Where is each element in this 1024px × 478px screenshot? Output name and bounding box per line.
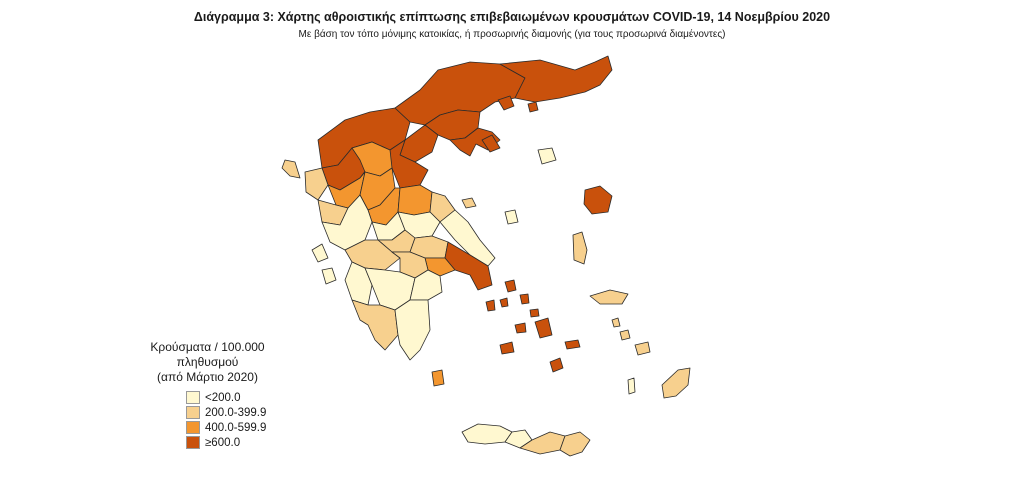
region-mykonos <box>529 308 540 318</box>
region-sporades <box>461 197 477 209</box>
region-zakynthos <box>321 267 337 285</box>
region-lesvos <box>583 185 613 215</box>
region-athos <box>481 134 501 153</box>
region-laconia <box>394 299 431 361</box>
region-thasos <box>497 95 515 111</box>
region-chania <box>461 423 513 445</box>
region-chios <box>572 231 588 265</box>
region-thesprotia <box>304 167 329 201</box>
region-kalymnos <box>619 329 631 341</box>
legend-swatch-class-1 <box>186 391 200 404</box>
legend-label-class-4: ≥600.0 <box>205 436 241 449</box>
legend-item: 400.0-599.9 <box>186 420 295 435</box>
region-evia <box>439 209 496 267</box>
legend-label-class-3: 400.0-599.9 <box>205 421 267 434</box>
region-messinia <box>351 299 399 351</box>
legend-items: <200.0 200.0-399.9 400.0-599.9 ≥600.0 <box>186 390 295 450</box>
region-corfu <box>281 159 301 179</box>
region-samothraki <box>527 101 539 113</box>
region-syros <box>499 297 509 308</box>
legend-item: 200.0-399.9 <box>186 405 295 420</box>
region-kefalonia <box>311 243 329 263</box>
region-skyros <box>504 209 519 225</box>
region-naxos <box>534 317 553 339</box>
region-milos <box>499 341 515 355</box>
region-kos <box>634 341 651 356</box>
legend-swatch-class-2 <box>186 406 200 419</box>
legend-item: <200.0 <box>186 390 295 405</box>
legend-subtitle: (από Μάρτιο 2020) <box>157 370 258 384</box>
region-leros <box>611 317 621 328</box>
region-andros <box>504 279 517 293</box>
region-kea <box>485 299 496 312</box>
region-paros <box>514 322 527 334</box>
legend-swatch-class-3 <box>186 421 200 434</box>
region-karpathos <box>627 377 636 395</box>
map-subtitle: Με βάση τον τόπο μόνιμης κατοικίας, ή πρ… <box>298 29 726 40</box>
legend-label-class-2: 200.0-399.9 <box>205 406 267 419</box>
region-lasithi <box>559 431 591 457</box>
legend-swatch-class-4 <box>186 436 200 449</box>
map-title: Διάγραμμα 3: Χάρτης αθροιστικής επίπτωση… <box>193 10 831 24</box>
region-rethymno <box>504 429 533 449</box>
region-larissa <box>397 184 433 216</box>
region-aitoloakarnania <box>321 194 373 251</box>
region-amorgos <box>564 339 581 350</box>
legend: Κρούσματα / 100.000 πληθυσμού (από Μάρτι… <box>120 340 295 450</box>
region-ikaria-samos <box>589 289 629 305</box>
region-lemnos <box>537 147 557 165</box>
region-larissa-north <box>389 139 429 189</box>
region-santorini <box>549 357 564 373</box>
legend-item: ≥600.0 <box>186 435 295 450</box>
legend-title: Κρούσματα / 100.000 πληθυσμού <box>150 340 265 369</box>
legend-label-class-1: <200.0 <box>205 391 241 404</box>
region-rhodes <box>661 367 691 399</box>
region-east-macedonia-thrace <box>499 55 613 103</box>
region-kythira <box>431 369 445 387</box>
region-tinos <box>519 293 530 305</box>
